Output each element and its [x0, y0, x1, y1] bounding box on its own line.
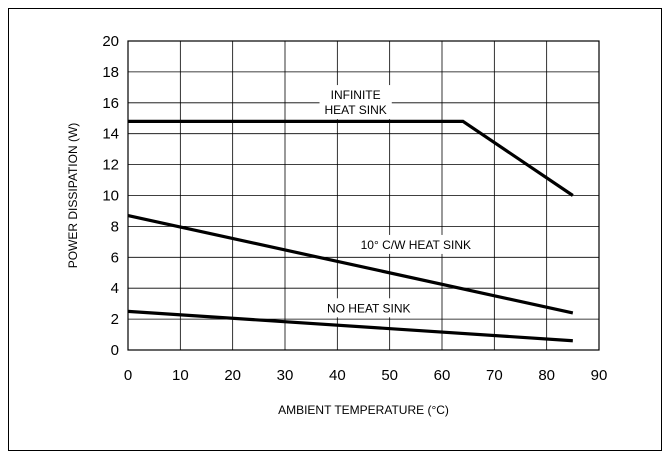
y-tick-label: 0 [111, 342, 119, 359]
y-tick-label: 10 [102, 188, 119, 205]
y-tick-label: 2 [111, 311, 119, 328]
series-line-1 [128, 119, 574, 197]
annotation-text: HEAT SINK [325, 103, 387, 117]
annotation-3: NO HEAT SINK [321, 298, 416, 318]
x-tick-label: 50 [381, 367, 398, 384]
x-tick-label: 70 [486, 367, 503, 384]
x-tick-label: 40 [329, 367, 346, 384]
y-axis-label: POWER DISSIPATION (W) [66, 123, 80, 269]
y-tick-label: 20 [102, 33, 119, 50]
annotation-2: 10° C/W HEAT SINK [355, 234, 477, 254]
y-tick-label: 4 [111, 280, 119, 297]
annotation-text: 10° C/W HEAT SINK [361, 238, 471, 252]
y-tick-label: 12 [102, 157, 119, 174]
y-tick-label: 14 [102, 126, 119, 143]
y-tick-label: 18 [102, 64, 119, 81]
annotation-background [355, 234, 477, 254]
y-tick-label: 8 [111, 218, 119, 235]
series-line-2 [127, 214, 574, 315]
x-tick-label: 10 [172, 367, 189, 384]
x-tick-label: 30 [277, 367, 294, 384]
y-tick-label: 6 [111, 249, 119, 266]
annotation-text: NO HEAT SINK [327, 301, 411, 315]
axes: 0 10 20 30 40 50 60 70 80 90 0 2 4 6 8 10 12 14 16 18 20 [102, 33, 607, 384]
y-tick-label: 16 [102, 95, 119, 112]
figure-frame [8, 8, 662, 451]
series-line-3 [127, 309, 573, 343]
x-tick-label: 90 [591, 367, 608, 384]
x-axis-label: AMBIENT TEMPERATURE (°C) [278, 403, 449, 417]
x-tick-label: 60 [434, 367, 451, 384]
x-tick-label: 0 [124, 367, 132, 384]
annotation-text: INFINITE [331, 88, 381, 102]
annotation-background [319, 85, 392, 120]
plot-area-border [127, 40, 600, 351]
annotation-background [321, 298, 416, 318]
x-tick-label: 80 [538, 367, 555, 384]
x-tick-label: 20 [224, 367, 241, 384]
series-group [127, 119, 574, 343]
